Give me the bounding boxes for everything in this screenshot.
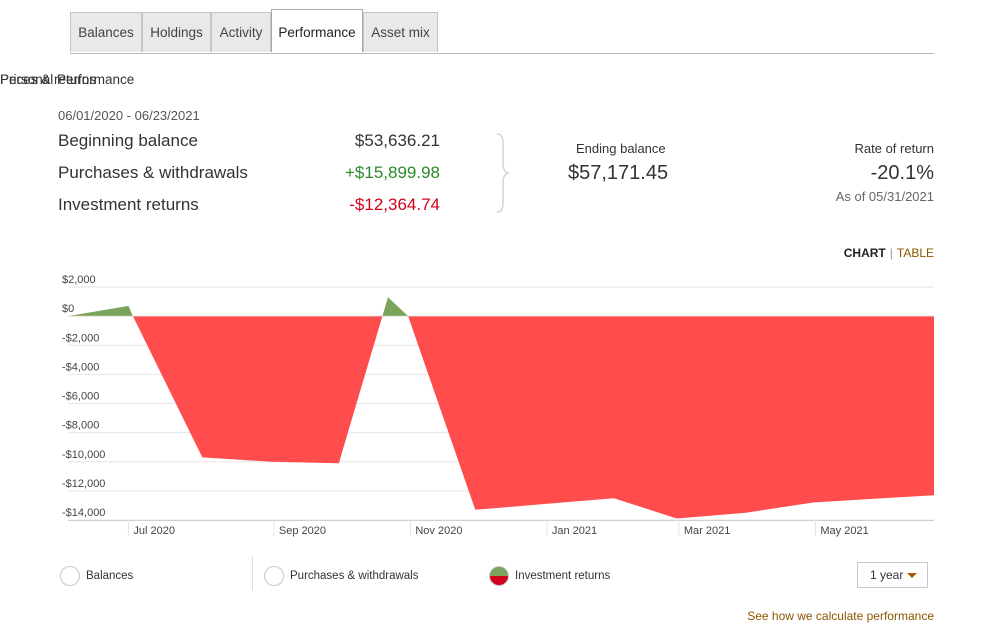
purchases-toggle-icon: [264, 566, 284, 586]
legend-purchases-label: Purchases & withdrawals: [290, 570, 419, 582]
rate-of-return-label: Rate of return: [854, 141, 935, 156]
chart-table-toggle: CHART | TABLE: [844, 246, 934, 260]
period-select-value: 1 year: [870, 568, 904, 582]
purchases-withdrawals-label: Purchases & withdrawals: [58, 163, 248, 182]
investment-returns-toggle-icon: [489, 566, 509, 586]
x-tick-label: Mar 2021: [684, 525, 730, 537]
period-select[interactable]: 1 year: [857, 562, 928, 588]
subnav-prices-returns-link[interactable]: Prices & returns: [0, 72, 97, 87]
legend-investment-returns-label: Investment returns: [515, 570, 611, 582]
purchases-withdrawals-value: +$15,899.98: [344, 163, 440, 182]
y-tick-label: -$8,000: [62, 420, 99, 432]
y-tick-label: -$12,000: [62, 478, 105, 490]
legend-purchases-withdrawals[interactable]: Purchases & withdrawals: [264, 565, 418, 587]
legend-balances-label: Balances: [86, 570, 134, 582]
date-range: 06/01/2020 - 06/23/2021: [58, 108, 200, 123]
positive-return-area: [382, 297, 409, 317]
legend-investment-returns[interactable]: Investment returns: [489, 565, 610, 587]
rate-of-return-value: -20.1%: [870, 162, 934, 184]
y-tick-label: $0: [62, 303, 74, 315]
investment-returns-value: -$12,364.74: [349, 195, 440, 214]
y-tick-label: -$10,000: [62, 449, 105, 461]
summary-brace: [496, 133, 511, 213]
balances-toggle-icon: [60, 566, 80, 586]
tab-asset-mix[interactable]: Asset mix: [363, 12, 438, 52]
beginning-balance-value: $53,636.21: [354, 131, 440, 150]
table-toggle[interactable]: TABLE: [896, 246, 934, 260]
y-tick-label: -$6,000: [62, 391, 99, 403]
y-tick-label: -$4,000: [62, 361, 99, 373]
tab-bar: Balances Holdings Activity Performance A…: [70, 9, 934, 54]
negative-return-area: [408, 316, 935, 519]
ending-balance-value: $57,171.45: [568, 162, 669, 184]
y-tick-label: $2,000: [62, 274, 96, 286]
x-tick-label: Jan 2021: [552, 525, 597, 537]
chevron-down-icon: [907, 573, 917, 578]
legend-balances[interactable]: Balances: [60, 565, 133, 587]
performance-chart: $2,000 $0 -$2,000 -$4,000 -$6,000 -$8,000 -$10…: [62, 274, 935, 537]
toggle-separator: |: [889, 246, 893, 260]
y-tick-label: -$2,000: [62, 332, 99, 344]
x-tick-label: Jul 2020: [133, 525, 175, 537]
positive-return-area: [68, 305, 133, 317]
investment-returns-label: Investment returns: [58, 195, 199, 214]
tab-activity[interactable]: Activity: [211, 12, 271, 52]
y-tick-label: -$14,000: [62, 507, 105, 519]
tab-balances[interactable]: Balances: [70, 12, 142, 52]
subnav-personal-performance[interactable]: Personal Performance: [0, 72, 135, 87]
how-we-calculate-link[interactable]: See how we calculate performance: [747, 609, 934, 623]
as-of-date: As of 05/31/2021: [835, 189, 934, 204]
tab-holdings[interactable]: Holdings: [142, 12, 211, 52]
chart-toggle[interactable]: CHART: [843, 246, 886, 260]
x-tick-label: Nov 2020: [415, 525, 462, 537]
tab-performance[interactable]: Performance: [271, 9, 363, 52]
x-tick-label: Sep 2020: [279, 525, 326, 537]
beginning-balance-label: Beginning balance: [58, 131, 198, 150]
legend-divider: [252, 556, 253, 590]
x-tick-label: May 2021: [820, 525, 868, 537]
ending-balance-label: Ending balance: [576, 141, 666, 156]
negative-return-area: [132, 316, 383, 464]
